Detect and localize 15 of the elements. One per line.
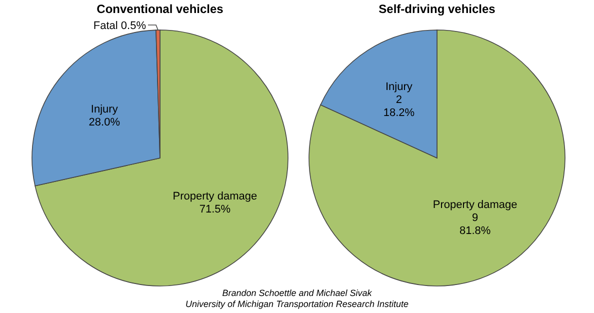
data-label: 71.5% bbox=[199, 204, 231, 216]
text: University of Michigan Transportation Research Institute bbox=[186, 299, 408, 309]
pie-slice bbox=[34, 30, 288, 286]
chart-title: Self-driving vehicles bbox=[378, 2, 496, 16]
chart-title: Conventional vehicles bbox=[96, 2, 224, 16]
slice-label: Fatal 0.5% bbox=[93, 20, 146, 32]
data-label: 9 81.8% bbox=[459, 212, 491, 238]
data-label: 2 18.2% bbox=[383, 94, 415, 119]
slice-label: Property damage bbox=[432, 199, 518, 212]
slice-label: Injury bbox=[385, 80, 413, 93]
pie-slice bbox=[308, 30, 566, 286]
text: Brandon Schoettle and Michael Sivak bbox=[222, 288, 372, 298]
slice-label: Property damage bbox=[172, 190, 258, 203]
slice-label: Injury bbox=[90, 103, 118, 116]
data-label: 28.0% bbox=[88, 116, 120, 128]
